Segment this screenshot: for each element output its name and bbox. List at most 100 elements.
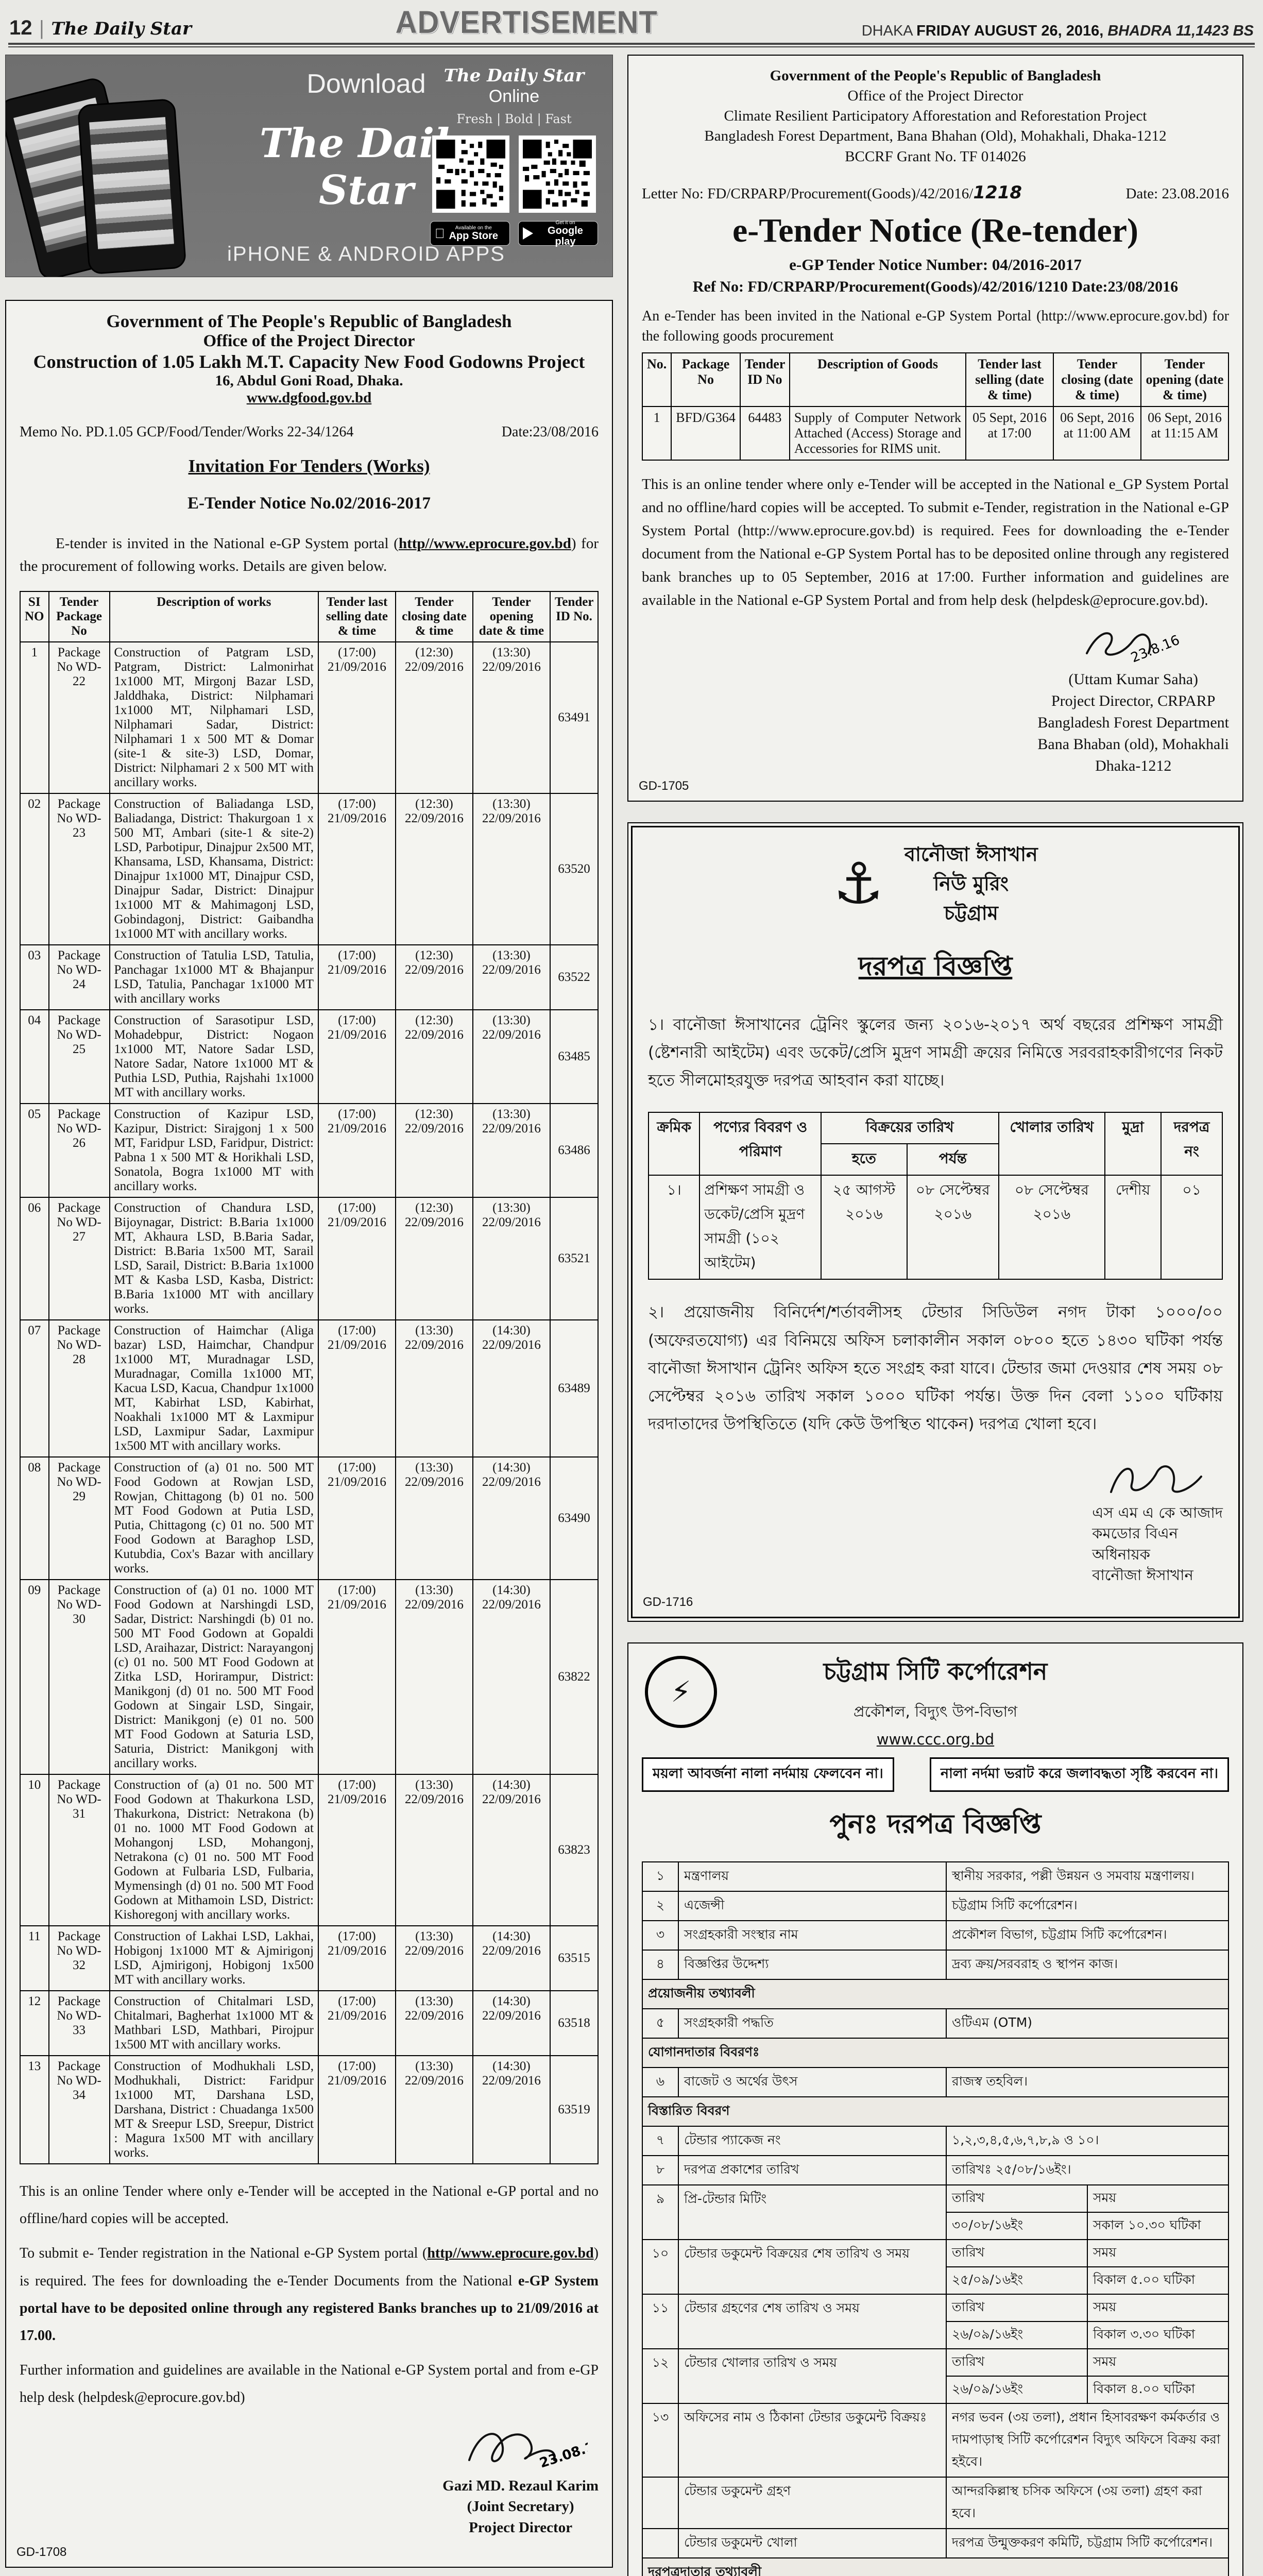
cell-si: 03 bbox=[20, 944, 49, 1010]
gov-line: Government of the People's Republic of B… bbox=[770, 67, 1101, 84]
apple-icon:  bbox=[435, 227, 445, 240]
cell-description: Construction of Patgram LSD, Patgram, Di… bbox=[109, 641, 319, 794]
cell-closing: 06 Sept, 2016 at 11:00 AM bbox=[1053, 406, 1141, 461]
info-row: ১ মন্ত্রণালয় স্থানীয় সরকার, পল্লী উন্ন… bbox=[642, 1861, 1229, 1892]
info-row-datetime: ১২ টেন্ডার খোলার তারিখ ও সময় তারিখ সময়… bbox=[642, 2348, 1229, 2404]
cell-value: চট্টগ্রাম সিটি কর্পোরেশন। bbox=[946, 1891, 1229, 1922]
cell-tender-id: 63489 bbox=[549, 1319, 599, 1458]
cell-selling: (17:00) 21/09/2016 bbox=[317, 1103, 396, 1198]
address-line: 16, Abdul Goni Road, Dhaka. bbox=[215, 372, 403, 389]
cell-si: 07 bbox=[20, 1319, 49, 1458]
signatory-role: বানৌজা ঈসাখান bbox=[1092, 1566, 1193, 1584]
cell-description: Construction of Baliadanga LSD, Baliadan… bbox=[109, 793, 319, 945]
cell-closing: (12:30) 22/09/2016 bbox=[395, 1009, 473, 1104]
table-row: ১। প্রশিক্ষণ সামগ্রী ও ডকেট/প্রেসি মুদ্র… bbox=[647, 1175, 1223, 1280]
cell-selling: (17:00) 21/09/2016 bbox=[317, 1990, 396, 2056]
cell-no: ২ bbox=[642, 1891, 679, 1922]
qr-code-icon bbox=[432, 135, 509, 213]
cell-no: 1 bbox=[641, 406, 672, 461]
ad-apps-line: iPHONE & ANDROID APPS bbox=[227, 243, 505, 265]
table-row: 11 Package No WD-32 Construction of Lakh… bbox=[20, 1925, 599, 1991]
masthead-rule bbox=[8, 43, 1255, 47]
cell-tender-id: 63485 bbox=[549, 1009, 599, 1104]
cell-label: টেন্ডার গ্রহণের শেষ তারিখ ও সময় bbox=[678, 2294, 947, 2350]
cell-opening: (14:30) 22/09/2016 bbox=[472, 1579, 551, 1775]
time-label: সময় bbox=[1093, 2245, 1117, 2260]
civic-banner-left: ময়লা আবর্জনা নালা নর্দমায় ফেলবেন না। bbox=[642, 1757, 894, 1792]
signature-scribble: 23.08.16 bbox=[468, 2432, 588, 2471]
cell-closing: (13:30) 22/09/2016 bbox=[395, 1319, 473, 1458]
section-header: বিস্তারিত বিবরণ bbox=[642, 2096, 1229, 2127]
info-row-datetime: ১১ টেন্ডার গ্রহণের শেষ তারিখ ও সময় তারি… bbox=[642, 2294, 1229, 2350]
notice-title: দরপত্র বিজ্ঞপ্তি bbox=[858, 951, 1013, 982]
handwritten-number: 1218 bbox=[973, 182, 1022, 203]
signatory-name: (Uttam Kumar Saha) bbox=[1068, 670, 1198, 688]
signatory-role: Project Director, CRPARP bbox=[1051, 692, 1216, 709]
cell-package: Package No WD-26 bbox=[48, 1103, 110, 1198]
cell-package: Package No WD-31 bbox=[48, 1774, 110, 1926]
cell-item: প্রশিক্ষণ সামগ্রী ও ডকেট/প্রেসি মুদ্রণ স… bbox=[699, 1175, 822, 1280]
table-row: 04 Package No WD-25 Construction of Sara… bbox=[20, 1009, 599, 1104]
table-row: 12 Package No WD-33 Construction of Chit… bbox=[20, 1990, 599, 2056]
signatory-role: অধিনায়ক bbox=[1092, 1545, 1150, 1563]
cell-label: মন্ত্রণালয় bbox=[678, 1861, 947, 1892]
cell-opening: (13:30) 22/09/2016 bbox=[472, 944, 551, 1010]
ad-right-panel: The Daily Star Online Fresh | Bold | Fas… bbox=[429, 65, 599, 247]
cell-no: ১১ bbox=[642, 2294, 679, 2350]
invitation-title: Invitation For Tenders (Works) bbox=[188, 456, 430, 476]
cell-selling: (17:00) 21/09/2016 bbox=[317, 1009, 396, 1104]
cell-selling: (17:00) 21/09/2016 bbox=[317, 1579, 396, 1775]
table-header-row: No. Package No Tender ID No Description … bbox=[641, 352, 1229, 408]
org-line: বানৌজা ঈসাখান bbox=[904, 842, 1038, 866]
time-label: সময় bbox=[1093, 2354, 1117, 2369]
info-row-datetime: ১০ টেন্ডার ডকুমেন্ট বিক্রয়ের শেষ তারিখ … bbox=[642, 2239, 1229, 2295]
dept-line: Bangladesh Forest Department, Bana Bhaha… bbox=[704, 128, 1167, 145]
daily-star-app-ad: Download The Daily Star iPHONE & ANDROID… bbox=[5, 55, 613, 277]
goods-tender-table: No. Package No Tender ID No Description … bbox=[641, 352, 1229, 461]
info-row: টেন্ডার ডকুমেন্ট গ্রহণ আন্দরকিল্লাস্থ চস… bbox=[642, 2477, 1229, 2530]
cell-tender-no: ০১ bbox=[1160, 1175, 1223, 1280]
play-icon bbox=[523, 227, 533, 240]
date-label: তারিখ bbox=[947, 2295, 1088, 2321]
cell-label: প্রি-টেন্ডার মিটিং bbox=[678, 2184, 947, 2241]
cell-description: Construction of Kazipur LSD, Kazipur, Di… bbox=[109, 1103, 319, 1198]
date-value: ২৬/০৯/১৬ইং bbox=[947, 2377, 1088, 2403]
table-row: 03 Package No WD-24 Construction of Tatu… bbox=[20, 944, 599, 1010]
table-row: 1 Package No WD-22 Construction of Patgr… bbox=[20, 641, 599, 794]
body-paragraph: This is an online tender where only e-Te… bbox=[642, 476, 1229, 608]
paragraph-1: ১। বানৌজা ঈসাখানের ট্রেনিং স্কুলের জন্য … bbox=[648, 1015, 1223, 1090]
cell-selling: (17:00) 21/09/2016 bbox=[317, 1197, 396, 1320]
cell-label: টেন্ডার খোলার তারিখ ও সময় bbox=[678, 2348, 947, 2404]
phone-image bbox=[77, 98, 187, 275]
cell-package: Package No WD-27 bbox=[48, 1197, 110, 1320]
ccc-info-table: ১ মন্ত্রণালয় স্থানীয় সরকার, পল্লী উন্ন… bbox=[642, 1861, 1229, 2576]
note-1: This is an online Tender where only e-Te… bbox=[20, 2183, 599, 2227]
cell-tender-id: 63486 bbox=[549, 1103, 599, 1198]
cell-si: 12 bbox=[20, 1990, 49, 2056]
table-row: 07 Package No WD-28 Construction of Haim… bbox=[20, 1319, 599, 1458]
ref-no: Ref No: FD/CRPARP/Procurement(Goods)/42/… bbox=[692, 278, 1179, 295]
info-row: টেন্ডার ডকুমেন্ট খোলা দরপত্র উন্মুক্তকরণ… bbox=[642, 2528, 1229, 2559]
table-header-row: ক্রমিক পণ্যের বিবরণ ও পরিমাণ বিক্রয়ের ত… bbox=[647, 1112, 1223, 1176]
date-value: ২৬/০৯/১৬ইং bbox=[947, 2322, 1088, 2349]
cell-selling: 05 Sept, 2016 at 17:00 bbox=[965, 406, 1054, 461]
intro-paragraph: E-tender is invited in the National e-GP… bbox=[20, 535, 599, 574]
cell-closing: (12:30) 22/09/2016 bbox=[395, 1197, 473, 1320]
cell-tender-id: 63490 bbox=[549, 1456, 599, 1580]
etender-notice-no: E-Tender Notice No.02/2016-2017 bbox=[187, 494, 431, 513]
info-row: ৭ টেন্ডার প্যাকেজ নং ১,২,৩,৪,৫,৬,৭,৮,৯ ও… bbox=[642, 2126, 1229, 2157]
cell-package: Package No WD-29 bbox=[48, 1456, 110, 1580]
signature-block: 23.8.16 (Uttam Kumar Saha) Project Direc… bbox=[642, 617, 1229, 777]
dept-line: প্রকৌশল, বিদ্যুৎ উপ-বিভাগ bbox=[853, 1703, 1018, 1721]
note-3: Further information and guidelines are a… bbox=[20, 2362, 599, 2406]
ccc-logo-icon: ⚡ bbox=[645, 1656, 717, 1728]
cell-opening: (13:30) 22/09/2016 bbox=[472, 641, 551, 794]
cell-package: Package No WD-33 bbox=[48, 1990, 110, 2056]
cell-package: Package No WD-23 bbox=[48, 793, 110, 945]
cell-opening: (13:30) 22/09/2016 bbox=[472, 1197, 551, 1320]
cell-selling: (17:00) 21/09/2016 bbox=[317, 1774, 396, 1926]
info-row: ২ এজেন্সী চট্টগ্রাম সিটি কর্পোরেশন। bbox=[642, 1891, 1229, 1922]
cell-si: 11 bbox=[20, 1925, 49, 1991]
notice-title: e-Tender Notice (Re-tender) bbox=[732, 211, 1139, 249]
cell-closing: (12:30) 22/09/2016 bbox=[395, 1103, 473, 1198]
